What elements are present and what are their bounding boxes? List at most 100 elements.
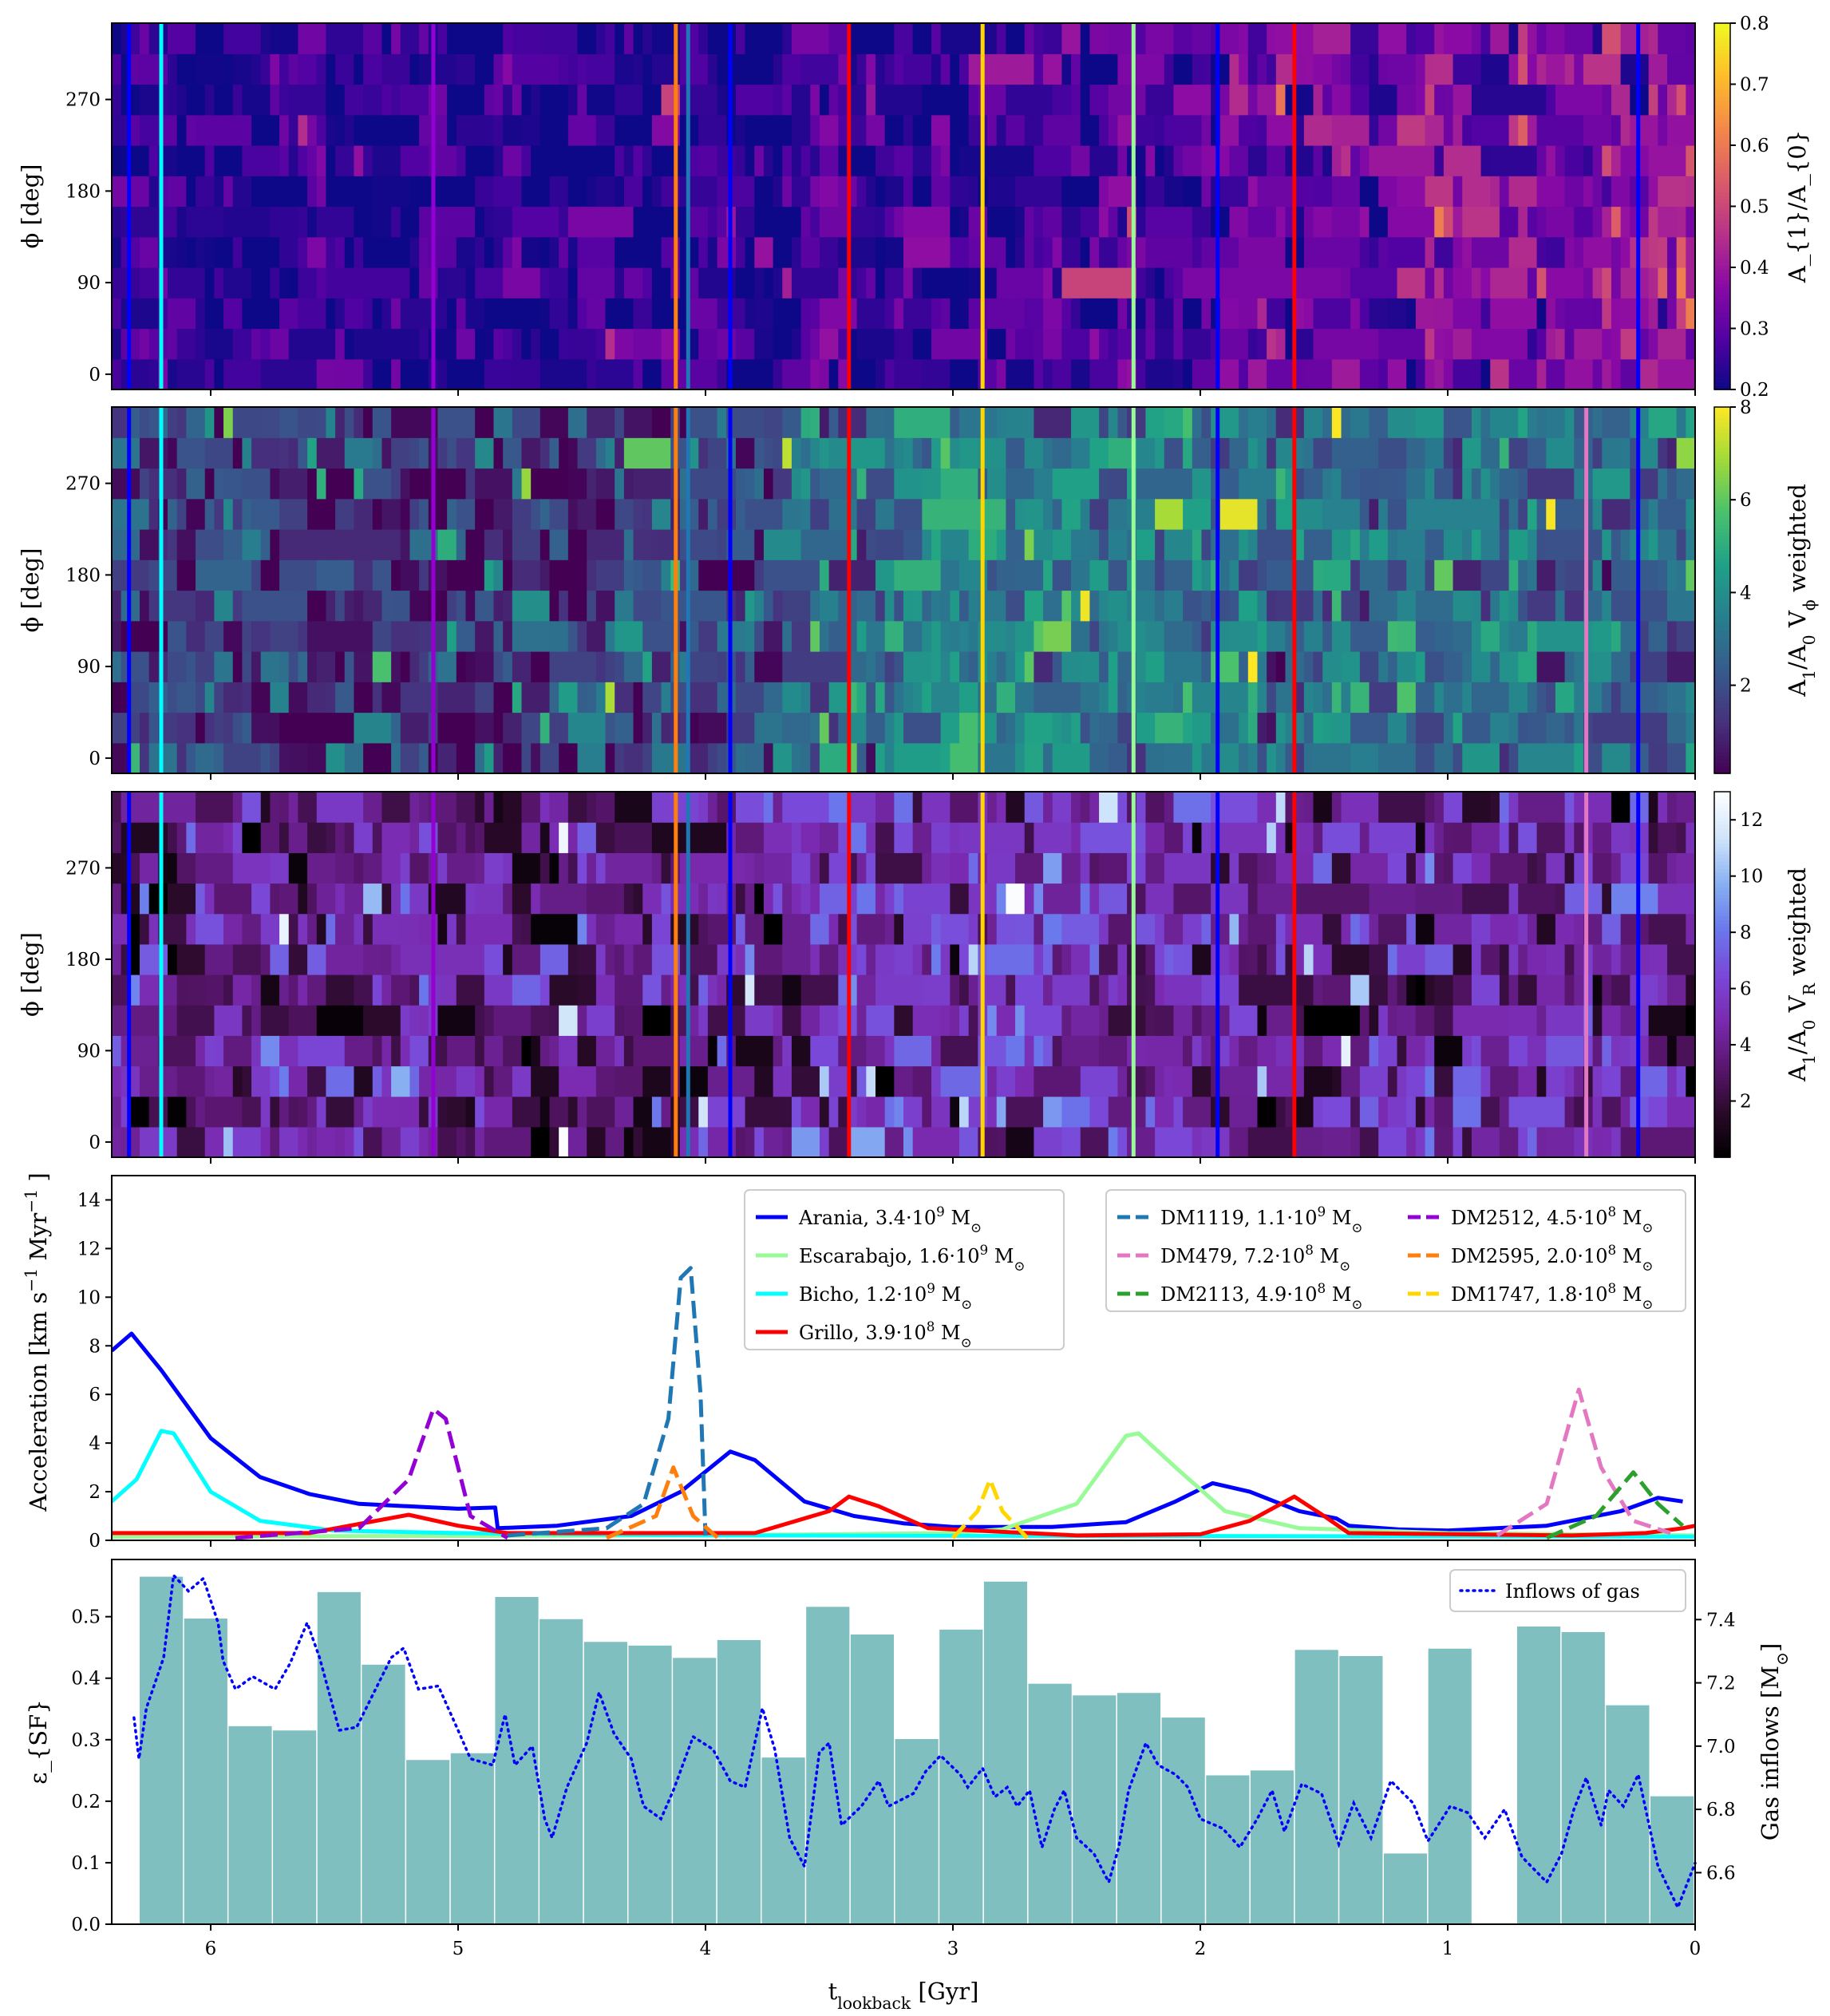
heatmap-cell <box>1219 529 1231 560</box>
heatmap-cell <box>1676 468 1686 500</box>
heatmap-cell <box>251 1065 262 1097</box>
heatmap-cell <box>1303 84 1314 116</box>
heatmap-cell <box>307 1065 318 1097</box>
heatmap-cell <box>1331 358 1342 390</box>
heatmap-cell <box>232 1035 243 1067</box>
heatmap-cell <box>828 559 839 591</box>
colorbar-segment <box>1714 619 1730 624</box>
heatmap-cell <box>1555 468 1566 500</box>
heatmap-cell <box>196 682 206 714</box>
heatmap-cell <box>931 468 942 500</box>
heatmap-cell <box>782 114 792 146</box>
heatmap-cell <box>391 651 401 682</box>
heatmap-cell <box>1331 742 1342 774</box>
heatmap-cell <box>735 682 746 714</box>
heatmap-cell <box>409 822 420 853</box>
heatmap-cell <box>1471 267 1482 298</box>
heatmap-cell <box>419 328 429 360</box>
heatmap-cell <box>531 1126 541 1158</box>
heatmap-cell <box>232 742 243 774</box>
heatmap-cell <box>242 236 252 268</box>
heatmap-cell <box>810 682 820 714</box>
heatmap-cell <box>540 1126 551 1158</box>
colorbar-segment <box>1714 465 1730 470</box>
heatmap-cell <box>884 267 895 298</box>
heatmap-cell <box>1666 529 1678 560</box>
heatmap-cell <box>1061 742 1072 774</box>
heatmap-cell <box>251 468 262 500</box>
heatmap-cell <box>773 712 783 744</box>
heatmap-cell <box>251 943 262 975</box>
heatmap-cell <box>168 1065 178 1097</box>
heatmap-cell <box>1173 559 1184 591</box>
heatmap-cell <box>1303 437 1314 469</box>
heatmap-cell <box>1611 559 1622 591</box>
heatmap-cell <box>651 468 662 500</box>
heatmap-cell <box>168 822 178 853</box>
heatmap-cell <box>307 176 318 208</box>
heatmap-cell <box>1071 529 1081 560</box>
heatmap-cell <box>1164 712 1175 744</box>
heatmap-cell <box>1219 267 1231 298</box>
heatmap-cell <box>1267 328 1277 360</box>
heatmap-cell <box>391 206 401 238</box>
heatmap-cell <box>512 358 523 390</box>
heatmap-cell <box>773 529 783 560</box>
heatmap-cell <box>493 822 504 853</box>
heatmap-cell <box>1676 559 1686 591</box>
heatmap-cell <box>1592 651 1603 682</box>
heatmap-cell <box>717 236 727 268</box>
heatmap-cell <box>996 358 1006 390</box>
heatmap-cell <box>940 651 951 682</box>
heatmap-cell <box>689 206 699 238</box>
heatmap-cell <box>176 682 187 714</box>
colorbar-segment <box>1714 710 1730 716</box>
heatmap-cell <box>140 852 150 884</box>
heatmap-cell <box>298 498 308 530</box>
colorbar-segment <box>1714 192 1730 196</box>
heatmap-cell <box>1183 498 1193 530</box>
heatmap-cell <box>288 742 299 774</box>
heatmap-cell <box>1341 742 1351 774</box>
heatmap-cell <box>1555 559 1566 591</box>
heatmap-cell <box>326 913 336 945</box>
heatmap-cell <box>298 176 308 208</box>
heatmap-cell <box>559 1035 569 1067</box>
colorbar-segment <box>1714 546 1730 551</box>
heatmap-cell <box>1546 620 1556 652</box>
heatmap-cell <box>1155 267 1165 298</box>
heatmap-cell <box>866 742 876 774</box>
heatmap-cell <box>409 682 420 714</box>
heatmap-cell <box>335 358 346 390</box>
heatmap-cell <box>912 114 923 146</box>
heatmap-cell <box>791 328 802 360</box>
heatmap-cell <box>1490 206 1500 238</box>
heatmap-cell <box>1052 529 1062 560</box>
heatmap-cell <box>307 23 318 54</box>
heatmap-cell <box>745 145 755 176</box>
heatmap-cell <box>1034 114 1044 146</box>
colorbar-segment <box>1714 243 1730 247</box>
heatmap-cell <box>894 651 904 682</box>
heatmap-cell <box>1499 114 1510 146</box>
colorbar-segment <box>1714 81 1730 86</box>
heatmap-cell <box>1229 267 1239 298</box>
heatmap-cell <box>922 468 932 500</box>
heatmap-cell <box>475 974 485 1006</box>
heatmap-cell <box>1490 23 1500 54</box>
heatmap-cell <box>112 792 122 823</box>
heatmap-cell <box>1387 590 1398 622</box>
heatmap-cell <box>1638 23 1650 54</box>
heatmap-cell <box>996 437 1006 469</box>
heatmap-cell <box>773 328 783 360</box>
heatmap-cell <box>1294 53 1305 85</box>
heatmap-cell <box>1145 682 1156 714</box>
heatmap-cell <box>335 682 346 714</box>
heatmap-cell <box>1425 23 1435 54</box>
heatmap-cell <box>270 53 280 85</box>
y-axis-label: ϕ [deg] <box>17 548 44 633</box>
heatmap-cell <box>782 298 792 330</box>
heatmap-cell <box>875 114 886 146</box>
heatmap-cell <box>707 23 718 54</box>
heatmap-cell <box>214 974 224 1006</box>
